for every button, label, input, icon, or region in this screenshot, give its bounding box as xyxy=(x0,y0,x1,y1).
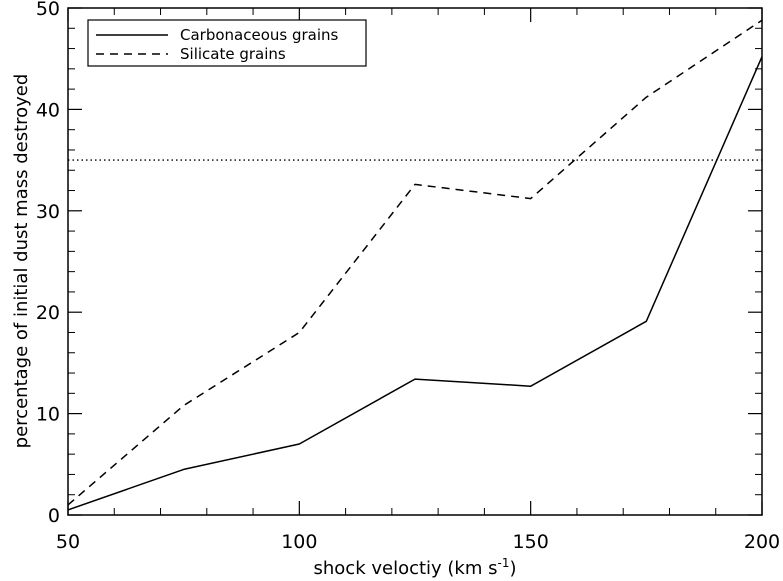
x-tick-label: 200 xyxy=(744,531,780,553)
legend-box xyxy=(87,19,367,67)
plot-frame xyxy=(67,7,763,516)
y-tick-label: 50 xyxy=(36,0,60,20)
legend-label-carbonaceous: Carbonaceous grains xyxy=(180,26,339,44)
y-axis-title: percentage of initial dust mass destroye… xyxy=(11,74,32,449)
y-tick-label: 0 xyxy=(48,505,60,527)
ticks xyxy=(67,7,763,516)
series-line-carbonaceous xyxy=(67,56,763,511)
x-tick-label: 150 xyxy=(513,531,549,553)
y-tick-label: 30 xyxy=(36,201,60,223)
y-tick-label: 10 xyxy=(36,404,60,426)
legend-label-silicate: Silicate grains xyxy=(180,45,286,63)
y-tick-label: 40 xyxy=(36,99,60,121)
x-tick-label: 100 xyxy=(281,531,317,553)
x-tick-label: 50 xyxy=(56,531,80,553)
series-line-silicate xyxy=(67,19,763,506)
series-lines xyxy=(67,19,763,511)
y-tick-label: 20 xyxy=(36,302,60,324)
x-axis-title: shock veloctiy (km s-1) xyxy=(314,556,517,579)
legend: Carbonaceous grains Silicate grains xyxy=(87,19,367,67)
tick-labels: 50 100 150 200 0 10 20 30 40 50 xyxy=(36,0,780,553)
